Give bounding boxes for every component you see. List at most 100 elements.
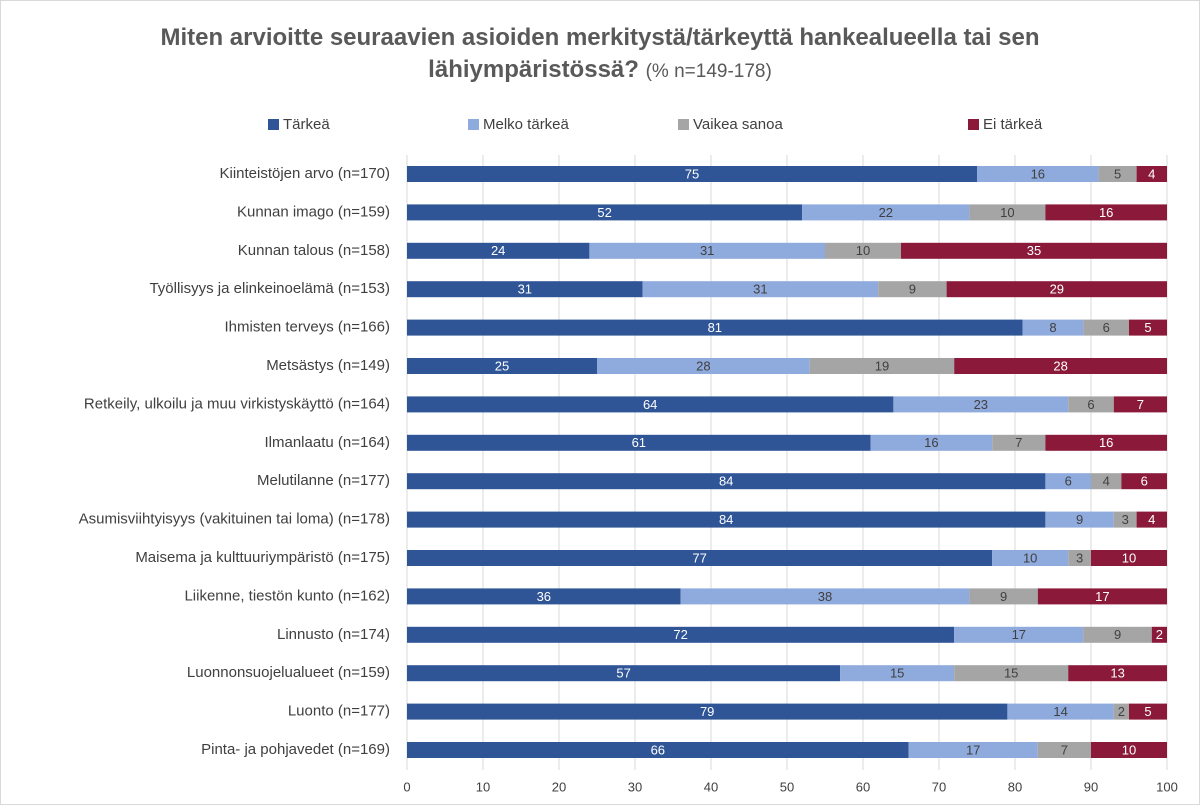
x-tick-label: 50 xyxy=(780,779,794,794)
legend-swatch xyxy=(468,119,479,130)
data-label: 29 xyxy=(1050,282,1064,297)
data-label: 15 xyxy=(890,666,904,681)
x-tick-label: 90 xyxy=(1084,779,1098,794)
x-tick-label: 60 xyxy=(856,779,870,794)
bar-segment xyxy=(1007,703,1114,720)
y-tick-label: Ilmanlaatu (n=164) xyxy=(265,434,391,451)
y-tick-label: Pinta- ja pohjavedet (n=169) xyxy=(201,741,390,758)
data-label: 66 xyxy=(651,742,665,757)
data-label: 7 xyxy=(1137,397,1144,412)
data-label: 35 xyxy=(1027,243,1041,258)
bar-segment xyxy=(1129,703,1167,720)
data-label: 81 xyxy=(708,320,722,335)
bar-segment xyxy=(802,204,970,221)
bar-segment xyxy=(642,281,879,298)
bar-segment xyxy=(1113,703,1129,720)
bar-segment xyxy=(407,434,871,451)
x-tick-label: 0 xyxy=(403,779,410,794)
data-label: 10 xyxy=(856,243,870,258)
chart-title: Miten arvioitte seuraavien asioiden merk… xyxy=(160,24,1040,83)
data-label: 19 xyxy=(875,358,889,373)
y-tick-label: Työllisyys ja elinkeinoelämä (n=153) xyxy=(149,280,390,297)
bar-segment xyxy=(407,281,643,298)
data-label: 14 xyxy=(1053,704,1067,719)
data-label: 17 xyxy=(1095,589,1109,604)
bar-segment xyxy=(825,242,901,259)
legend-label: Vaikea sanoa xyxy=(693,116,783,133)
bar-segment xyxy=(407,588,681,605)
data-label: 6 xyxy=(1141,474,1148,489)
bar-segment xyxy=(977,166,1099,182)
bar-segment xyxy=(407,550,993,566)
y-tick-label: Maisema ja kulttuuriympäristö (n=175) xyxy=(135,549,390,566)
data-label: 31 xyxy=(753,282,767,297)
data-label: 3 xyxy=(1076,550,1083,565)
bar-segment xyxy=(954,665,1069,682)
bar-segment xyxy=(1068,396,1114,413)
bar-segment xyxy=(1045,204,1167,221)
legend-label: Tärkeä xyxy=(283,116,330,133)
legend-swatch xyxy=(268,119,279,130)
bar-segment xyxy=(1037,588,1167,605)
data-label: 16 xyxy=(1099,205,1113,220)
data-label: 6 xyxy=(1087,397,1094,412)
data-label: 64 xyxy=(643,397,657,412)
y-tick-label: Retkeily, ulkoilu ja muu virkistyskäyttö… xyxy=(84,395,390,412)
data-label: 52 xyxy=(597,205,611,220)
chart-subtitle: (% n=149-178) xyxy=(645,61,772,82)
data-label: 9 xyxy=(1114,627,1121,642)
y-tick-label: Metsästys (n=149) xyxy=(266,357,390,374)
data-label: 16 xyxy=(1099,435,1113,450)
y-tick-label: Linnusto (n=174) xyxy=(277,626,390,643)
data-label: 4 xyxy=(1148,512,1155,527)
data-label: 36 xyxy=(537,589,551,604)
bar-segment xyxy=(1045,511,1114,528)
data-label: 9 xyxy=(1076,512,1083,527)
x-tick-label: 40 xyxy=(704,779,718,794)
bar-segment xyxy=(407,473,1046,490)
data-label: 75 xyxy=(685,166,699,181)
data-label: 31 xyxy=(700,243,714,258)
data-label: 77 xyxy=(692,550,706,565)
data-label: 8 xyxy=(1049,320,1056,335)
y-tick-label: Liikenne, tiestön kunto (n=162) xyxy=(184,587,390,604)
data-label: 9 xyxy=(1000,589,1007,604)
bar-segment xyxy=(969,204,1046,221)
bar-segment xyxy=(589,242,825,259)
bar-segment xyxy=(969,588,1038,605)
data-label: 72 xyxy=(673,627,687,642)
bar-segment xyxy=(840,665,955,682)
data-label: 6 xyxy=(1065,474,1072,489)
legend-label: Melko tärkeä xyxy=(483,116,570,133)
data-label: 15 xyxy=(1004,666,1018,681)
data-label: 24 xyxy=(491,243,505,258)
data-label: 5 xyxy=(1144,704,1151,719)
bar-segment xyxy=(407,396,894,413)
y-tick-label: Kunnan imago (n=159) xyxy=(237,203,390,220)
data-label: 38 xyxy=(818,589,832,604)
data-label: 10 xyxy=(1122,742,1136,757)
bar-segment xyxy=(946,281,1167,298)
y-tick-label: Luonto (n=177) xyxy=(288,703,390,720)
data-label: 3 xyxy=(1122,512,1129,527)
data-label: 5 xyxy=(1114,166,1121,181)
x-tick-label: 10 xyxy=(476,779,490,794)
bar-segment xyxy=(992,434,1046,451)
bar-segment xyxy=(407,204,803,221)
data-label: 5 xyxy=(1144,320,1151,335)
data-label: 23 xyxy=(974,397,988,412)
x-tick-label: 80 xyxy=(1008,779,1022,794)
bar-segment xyxy=(1151,626,1167,643)
data-label: 57 xyxy=(616,666,630,681)
y-tick-label: Luonnonsuojelualueet (n=159) xyxy=(187,664,390,681)
data-label: 4 xyxy=(1148,166,1155,181)
data-label: 2 xyxy=(1118,704,1125,719)
bar-segment xyxy=(809,358,955,374)
x-tick-label: 20 xyxy=(552,779,566,794)
data-label: 17 xyxy=(966,742,980,757)
data-label: 16 xyxy=(1031,166,1045,181)
bar-segment xyxy=(1083,626,1152,643)
bar-segment xyxy=(954,626,1084,643)
data-label: 10 xyxy=(1023,550,1037,565)
